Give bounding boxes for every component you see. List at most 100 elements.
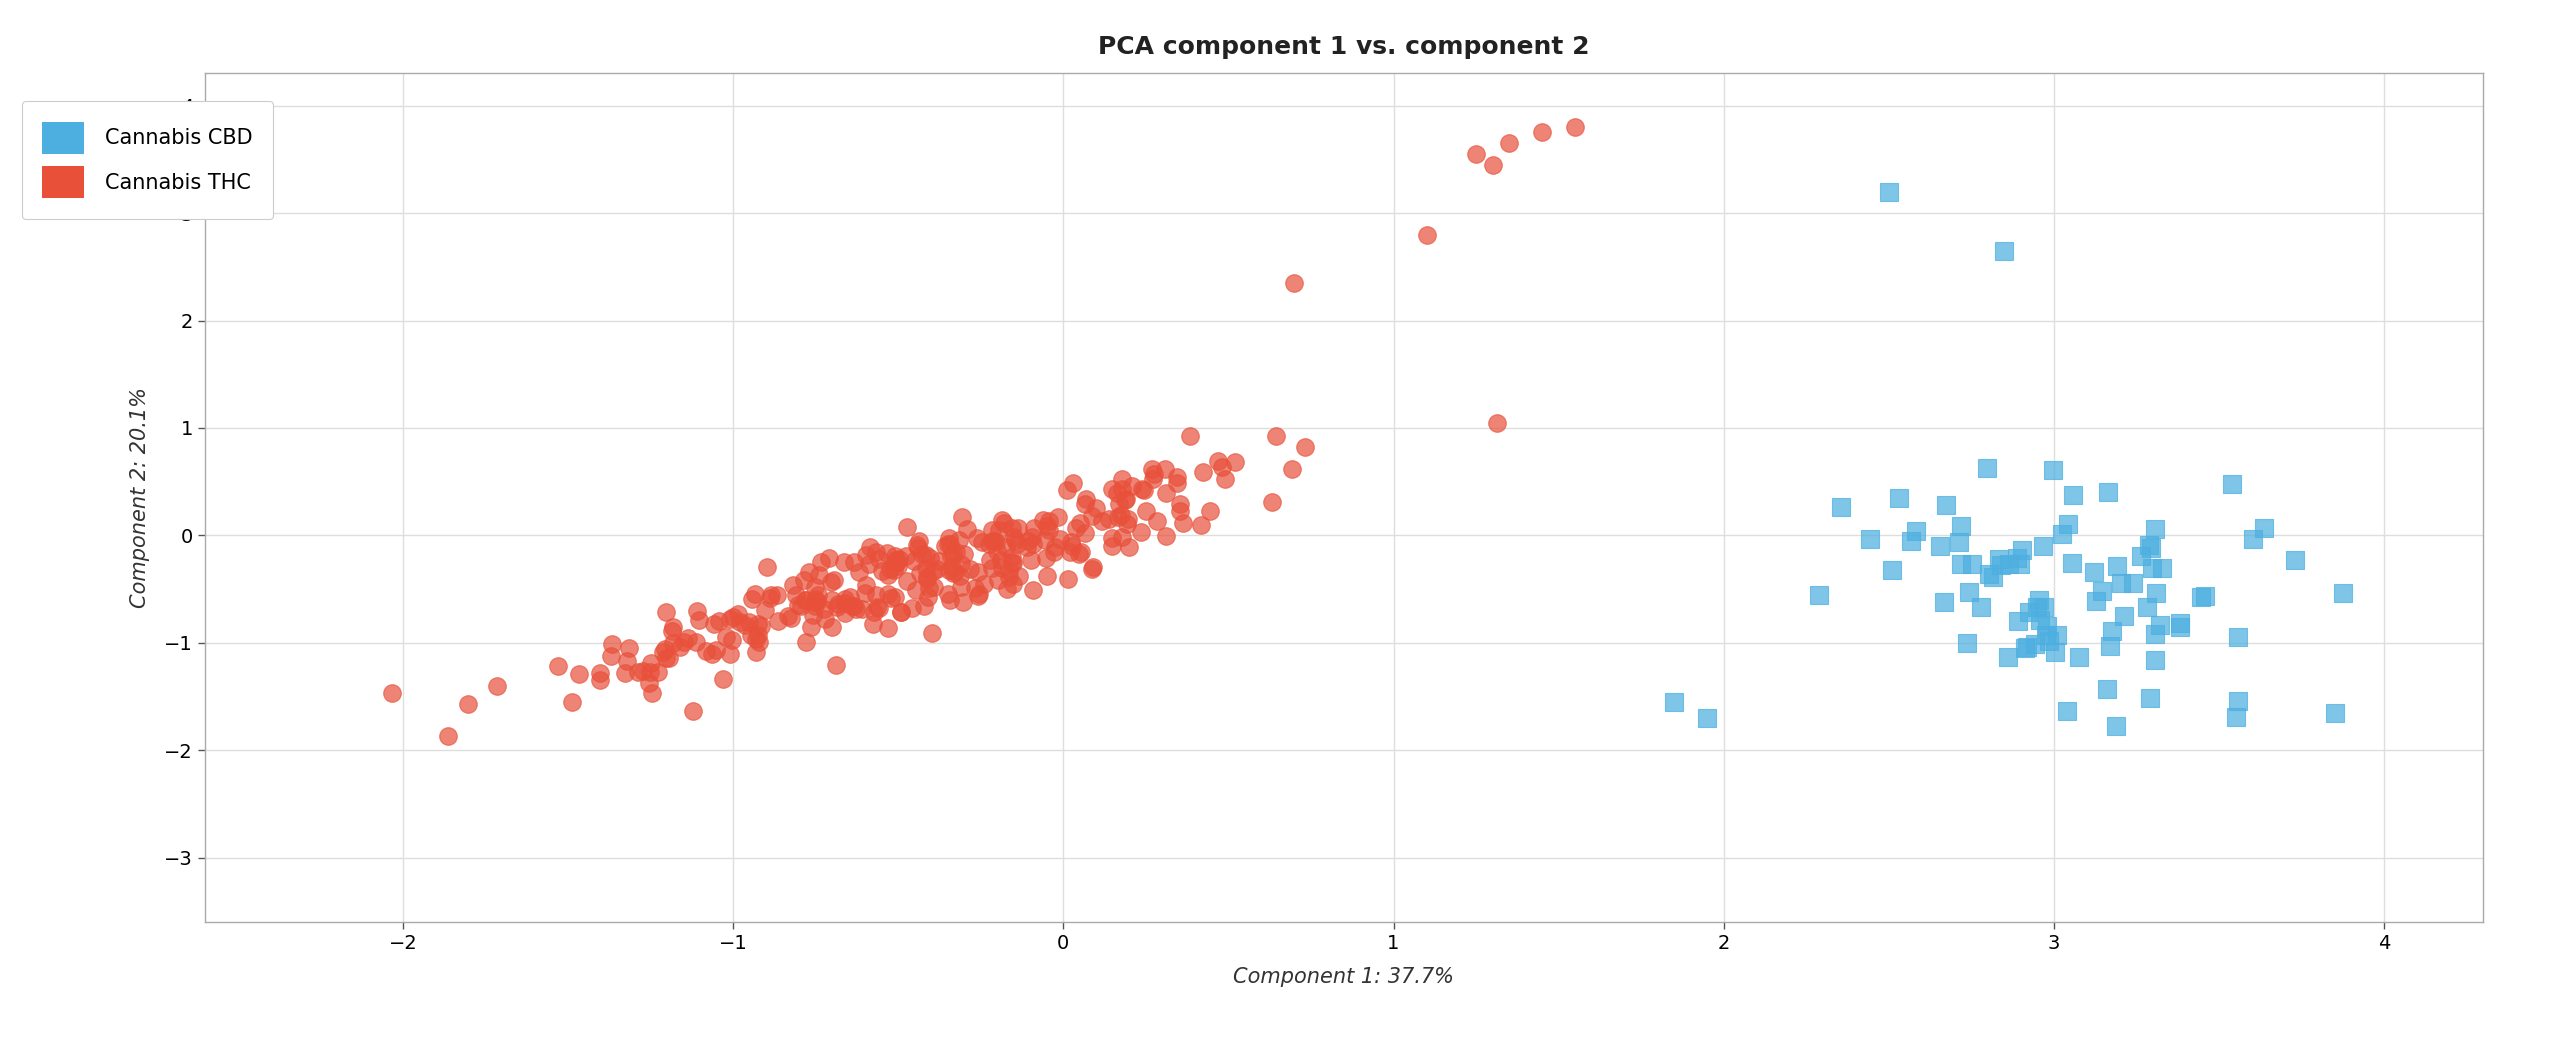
- Point: [2025, 627, 2066, 643]
- Point: [986, 581, 1027, 597]
- Point: [1162, 515, 1203, 531]
- Point: [957, 586, 998, 603]
- Point: [1106, 516, 1147, 532]
- Point: [2214, 708, 2255, 725]
- Point: [1052, 538, 1093, 554]
- Point: [2099, 575, 2140, 592]
- Point: [645, 640, 686, 657]
- Point: [929, 561, 970, 577]
- Point: [975, 543, 1016, 560]
- Point: [1047, 570, 1088, 587]
- Point: [947, 520, 988, 537]
- Point: [2140, 617, 2181, 634]
- Point: [712, 608, 753, 625]
- Point: [932, 559, 973, 575]
- Point: [927, 536, 968, 552]
- Point: [937, 544, 978, 561]
- Point: [1027, 518, 1068, 534]
- Point: [1070, 507, 1111, 524]
- Point: [740, 633, 781, 650]
- Point: [878, 551, 919, 568]
- Point: [855, 587, 896, 604]
- Point: [973, 532, 1014, 549]
- Point: [1925, 496, 1966, 512]
- Point: [1132, 461, 1172, 478]
- Point: [906, 569, 947, 586]
- Point: [2053, 554, 2094, 571]
- Point: [1521, 124, 1562, 140]
- Point: [2217, 693, 2258, 709]
- Point: [1103, 492, 1144, 508]
- Point: [622, 662, 663, 679]
- Point: [607, 653, 648, 670]
- Point: [993, 554, 1034, 571]
- Point: [781, 597, 822, 614]
- Point: [637, 664, 678, 681]
- Point: [1014, 520, 1055, 537]
- Point: [1966, 459, 2007, 476]
- Point: [929, 592, 970, 609]
- Point: [1848, 530, 1889, 547]
- Point: [1198, 453, 1239, 470]
- Point: [1147, 485, 1188, 502]
- Point: [1477, 415, 1518, 432]
- Point: [1487, 135, 1528, 152]
- Point: [796, 593, 837, 610]
- Point: [993, 532, 1034, 549]
- Point: [1180, 517, 1221, 533]
- Point: [2184, 587, 2225, 604]
- Point: [1065, 525, 1106, 542]
- Point: [1183, 464, 1224, 481]
- Point: [1047, 481, 1088, 498]
- Point: [978, 522, 1019, 539]
- Point: [676, 603, 717, 619]
- Point: [737, 627, 778, 643]
- Point: [814, 571, 855, 588]
- Point: [2017, 591, 2058, 608]
- Point: [2181, 589, 2222, 606]
- Point: [940, 555, 980, 572]
- Point: [750, 587, 791, 604]
- Point: [2130, 540, 2171, 556]
- Point: [980, 560, 1021, 576]
- Point: [645, 649, 686, 665]
- Point: [2045, 702, 2086, 719]
- Point: [934, 564, 975, 581]
- Point: [1034, 544, 1075, 561]
- Point: [2140, 560, 2181, 576]
- Point: [2276, 551, 2317, 568]
- Point: [1687, 709, 1728, 726]
- Point: [1111, 478, 1152, 495]
- Point: [740, 617, 781, 634]
- Point: [991, 549, 1032, 566]
- Point: [957, 563, 998, 580]
- Point: [591, 636, 632, 653]
- Point: [906, 547, 947, 564]
- Point: [932, 545, 973, 562]
- Point: [991, 520, 1032, 537]
- Point: [1080, 512, 1121, 529]
- Point: [1989, 555, 2030, 572]
- Point: [860, 550, 901, 567]
- Point: [1108, 539, 1149, 555]
- Point: [799, 587, 840, 604]
- Point: [940, 531, 980, 548]
- Point: [1034, 539, 1075, 555]
- Point: [1060, 515, 1101, 531]
- Point: [955, 580, 996, 596]
- Point: [929, 529, 970, 546]
- Point: [553, 694, 594, 711]
- Point: [1920, 538, 1961, 554]
- Point: [2120, 547, 2161, 564]
- Point: [1029, 522, 1070, 539]
- Point: [558, 665, 599, 682]
- Point: [2135, 585, 2176, 602]
- Point: [988, 569, 1029, 586]
- Point: [1923, 594, 1964, 611]
- Point: [1065, 490, 1106, 507]
- Point: [970, 522, 1011, 539]
- Point: [735, 643, 776, 660]
- Point: [968, 536, 1009, 552]
- Point: [904, 598, 945, 615]
- Point: [927, 586, 968, 603]
